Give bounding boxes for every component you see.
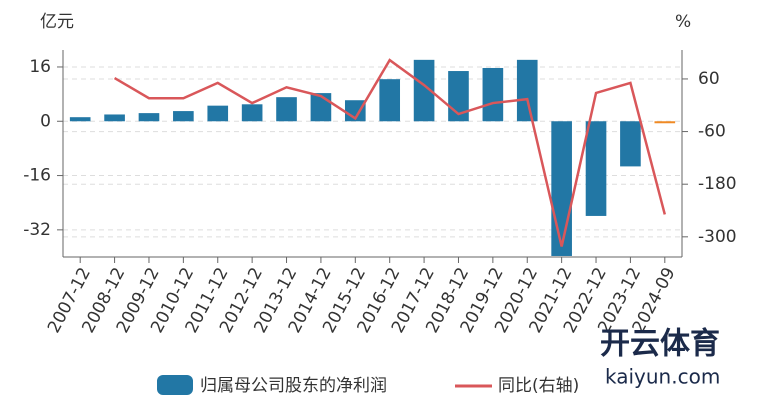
y-tick-label: -16 bbox=[23, 166, 51, 186]
bar bbox=[620, 121, 641, 167]
bar bbox=[241, 104, 263, 122]
bar bbox=[173, 111, 194, 122]
y2-tick-label: -180 bbox=[698, 174, 737, 194]
bar bbox=[413, 59, 435, 122]
bar bbox=[654, 121, 676, 124]
bar bbox=[379, 79, 401, 122]
bar bbox=[516, 59, 538, 122]
bar bbox=[551, 121, 572, 256]
y-unit: 亿元 bbox=[40, 12, 74, 32]
bar bbox=[69, 117, 91, 122]
bar bbox=[104, 114, 125, 122]
y2-tick-label: 60 bbox=[698, 69, 720, 89]
bar bbox=[138, 113, 160, 122]
y2-tick-label: -300 bbox=[698, 227, 737, 247]
legend-label: 归属母公司股东的净利润 bbox=[200, 376, 387, 396]
bar bbox=[482, 67, 504, 122]
bar bbox=[207, 105, 229, 122]
y-tick-label: -32 bbox=[23, 220, 51, 240]
line bbox=[113, 58, 667, 247]
legend-label: 同比(右轴) bbox=[498, 376, 579, 396]
y2-tick-label: -60 bbox=[698, 122, 726, 142]
watermark: kaiyun.com bbox=[605, 365, 720, 389]
bar bbox=[585, 121, 607, 216]
y2-unit: % bbox=[675, 12, 691, 32]
watermark: 开云体育 bbox=[600, 327, 720, 362]
y-tick-label: 16 bbox=[29, 57, 51, 77]
y-tick-label: 0 bbox=[40, 111, 51, 131]
legend-swatch bbox=[157, 375, 193, 395]
bar bbox=[276, 97, 297, 122]
